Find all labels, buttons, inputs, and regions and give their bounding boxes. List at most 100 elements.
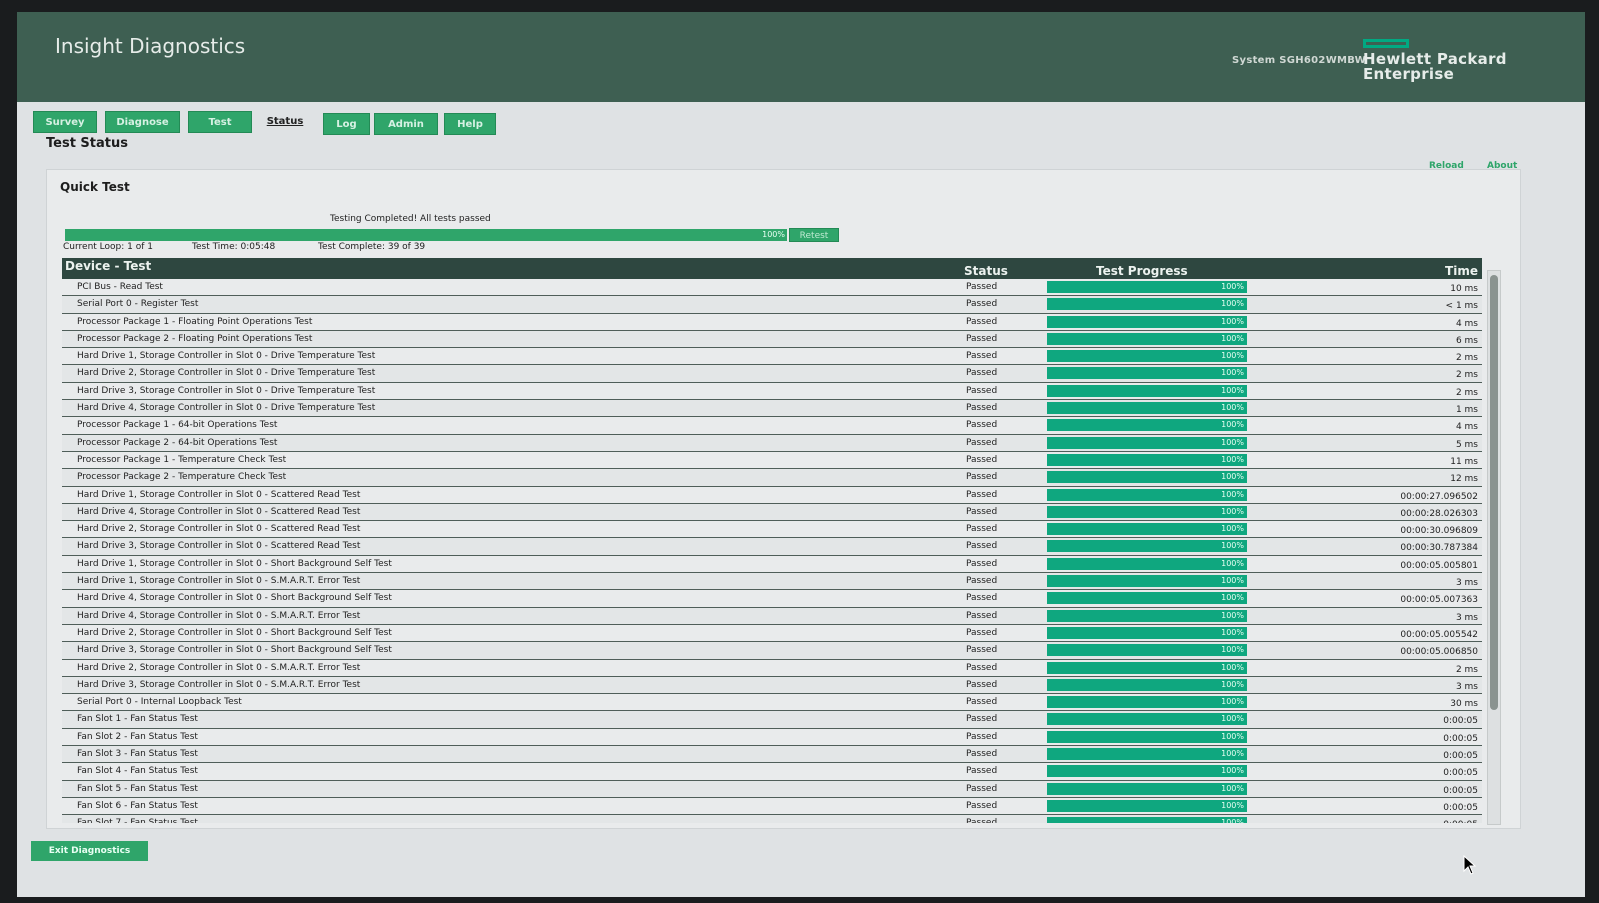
test-time-value: 2 ms — [1455, 370, 1478, 381]
test-complete: Test Complete: 39 of 39 — [318, 242, 426, 252]
test-progress-fill: 100% — [1047, 799, 1247, 812]
test-status: Passed — [966, 385, 998, 396]
test-progress-bar: 100% — [1047, 350, 1247, 363]
table-row: Hard Drive 3, Storage Controller in Slot… — [62, 382, 1482, 401]
test-progress-bar: 100% — [1047, 419, 1247, 432]
test-status: Passed — [966, 420, 998, 431]
table-scrollbar[interactable] — [1487, 270, 1501, 825]
test-progress-fill: 100% — [1047, 765, 1247, 778]
test-progress-label: 100% — [1221, 316, 1244, 326]
test-progress-fill: 100% — [1047, 748, 1247, 761]
test-progress-fill: 100% — [1047, 402, 1247, 415]
test-time-value: 2 ms — [1455, 353, 1478, 364]
tab-log[interactable]: Log — [323, 113, 370, 135]
retest-button[interactable]: Retest — [789, 228, 839, 242]
test-progress-fill: 100% — [1047, 523, 1247, 536]
tab-status[interactable]: Status — [254, 111, 316, 133]
about-link[interactable]: About — [1487, 161, 1518, 171]
test-time-value: 3 ms — [1455, 578, 1478, 589]
brand-line-2: Enterprise — [1363, 65, 1455, 83]
test-name: Hard Drive 1, Storage Controller in Slot… — [77, 576, 361, 587]
test-name: Hard Drive 2, Storage Controller in Slot… — [77, 368, 376, 379]
table-row: Hard Drive 1, Storage Controller in Slot… — [62, 573, 1482, 591]
test-progress-fill: 100% — [1047, 453, 1247, 466]
test-progress-bar: 100% — [1047, 765, 1247, 778]
test-progress-bar: 100% — [1047, 436, 1247, 449]
test-status: Passed — [966, 282, 998, 292]
test-status-table: Device - Test Status Test Progress Time … — [62, 258, 1482, 823]
test-name: Processor Package 1 - 64-bit Operations … — [77, 420, 278, 431]
test-status: Passed — [966, 766, 998, 777]
test-name: Hard Drive 2, Storage Controller in Slot… — [77, 662, 361, 673]
tab-help[interactable]: Help — [444, 113, 496, 135]
test-progress-fill: 100% — [1047, 661, 1247, 674]
test-time-value: 2 ms — [1455, 387, 1478, 398]
test-name: Serial Port 0 - Internal Loopback Test — [77, 697, 242, 708]
column-header-test-progress: Test Progress — [1096, 264, 1188, 278]
table-row: Processor Package 2 - 64-bit Operations … — [62, 434, 1482, 452]
test-progress-bar: 100% — [1047, 678, 1247, 691]
scrollbar-thumb[interactable] — [1490, 275, 1498, 710]
test-time-value: 0:00:05 — [1443, 802, 1478, 813]
table-row: PCI Bus - Read Test Passed 100% 10 ms — [62, 279, 1482, 297]
table-row: Fan Slot 1 - Fan Status Test Passed 100% 0:… — [62, 711, 1482, 729]
mouse-cursor-icon — [1463, 855, 1477, 875]
test-status: Passed — [966, 299, 998, 310]
table-row: Hard Drive 2, Storage Controller in Slot… — [62, 521, 1482, 539]
test-progress-bar: 100% — [1047, 713, 1247, 726]
test-progress-fill: 100% — [1047, 782, 1247, 795]
tab-admin[interactable]: Admin — [374, 113, 438, 135]
test-progress-bar: 100% — [1047, 523, 1247, 536]
brand-line-1: Hewlett Packard — [1363, 50, 1507, 68]
tab-test[interactable]: Test — [188, 111, 252, 133]
test-progress-bar: 100% — [1047, 661, 1247, 674]
test-progress-label: 100% — [1221, 524, 1244, 534]
test-time-value: 2 ms — [1455, 664, 1478, 675]
test-name: Hard Drive 3, Storage Controller in Slot… — [77, 385, 376, 396]
test-progress-label: 100% — [1221, 368, 1244, 378]
test-progress-bar: 100% — [1047, 609, 1247, 622]
table-row: Processor Package 1 - 64-bit Operations … — [62, 417, 1482, 435]
test-progress-label: 100% — [1221, 749, 1244, 759]
test-progress-fill: 100% — [1047, 332, 1247, 345]
test-name: Fan Slot 1 - Fan Status Test — [77, 714, 198, 725]
test-progress-label: 100% — [1221, 714, 1244, 724]
test-time-value: 0:00:05 — [1443, 785, 1478, 796]
test-progress-label: 100% — [1221, 351, 1244, 361]
test-progress-fill: 100% — [1047, 696, 1247, 709]
test-name: Hard Drive 3, Storage Controller in Slot… — [77, 679, 361, 690]
test-progress-label: 100% — [1221, 282, 1244, 291]
test-time-value: < 1 ms — [1445, 301, 1478, 312]
test-progress-label: 100% — [1221, 800, 1244, 810]
test-status: Passed — [966, 403, 998, 414]
test-name: Hard Drive 4, Storage Controller in Slot… — [77, 403, 376, 414]
test-time-value: 00:00:05.006850 — [1400, 647, 1478, 658]
test-progress-label: 100% — [1221, 645, 1244, 655]
test-status: Passed — [966, 610, 998, 621]
test-progress-label: 100% — [1221, 818, 1244, 823]
tab-diagnose[interactable]: Diagnose — [105, 111, 180, 133]
test-progress-label: 100% — [1221, 697, 1244, 707]
tab-survey[interactable]: Survey — [33, 111, 97, 133]
test-progress-bar: 100% — [1047, 557, 1247, 570]
test-progress-label: 100% — [1221, 731, 1244, 741]
exit-diagnostics-button[interactable]: Exit Diagnostics — [31, 841, 148, 861]
table-row: Fan Slot 4 - Fan Status Test Passed 100% 0:… — [62, 763, 1482, 781]
screen: Insight Diagnostics System SGH602WMBW He… — [17, 12, 1585, 897]
test-progress-fill: 100% — [1047, 626, 1247, 639]
table-row: Fan Slot 7 - Fan Status Test Passed 100% 0:… — [62, 815, 1482, 823]
test-time-value: 0:00:05 — [1443, 733, 1478, 744]
test-status: Passed — [966, 558, 998, 569]
reload-link[interactable]: Reload — [1429, 161, 1464, 171]
test-progress-bar: 100% — [1047, 696, 1247, 709]
test-progress-fill: 100% — [1047, 315, 1247, 328]
test-time-value: 0:00:05 — [1443, 751, 1478, 762]
page-title: Test Status — [46, 136, 128, 151]
test-time-value: 30 ms — [1450, 699, 1478, 710]
test-status: Passed — [966, 351, 998, 362]
table-body: PCI Bus - Read Test Passed 100% 10 ms Serial… — [62, 279, 1482, 823]
table-row: Serial Port 0 - Register Test Passed 100% <… — [62, 296, 1482, 314]
test-progress-label: 100% — [1221, 679, 1244, 689]
table-row: Hard Drive 2, Storage Controller in Slot… — [62, 365, 1482, 383]
test-progress-bar: 100% — [1047, 799, 1247, 812]
